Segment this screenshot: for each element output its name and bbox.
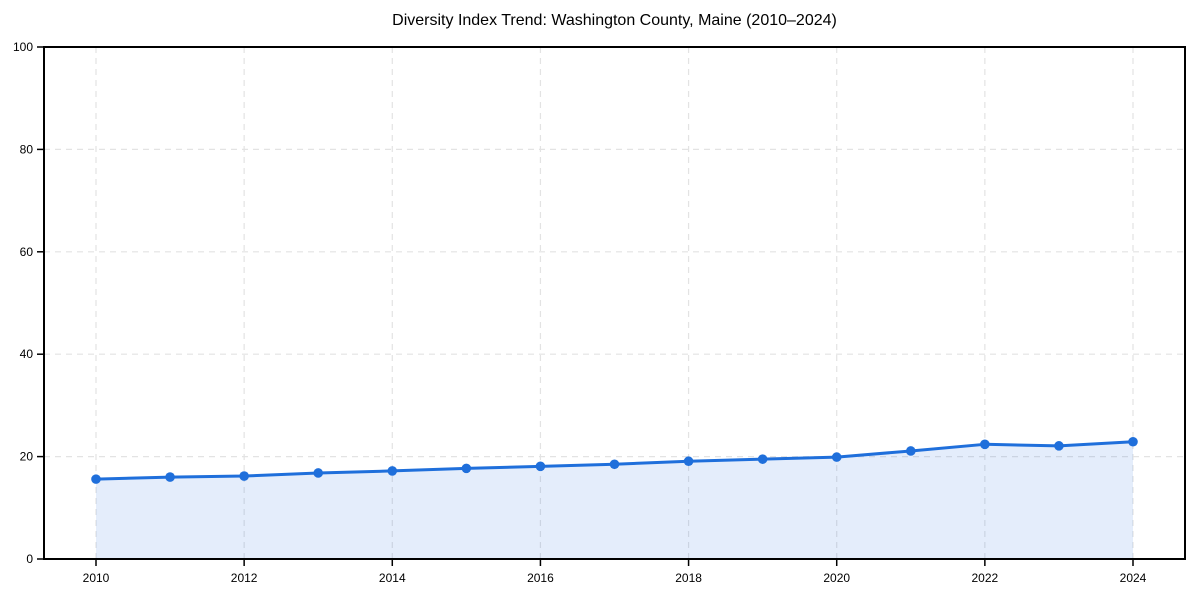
data-point: [165, 472, 175, 482]
x-tick-label: 2016: [527, 571, 554, 585]
plot-frame: [43, 46, 1186, 560]
y-tick-label: 80: [20, 142, 34, 156]
x-tick-label: 2020: [823, 571, 850, 585]
y-tick-label: 40: [20, 347, 34, 361]
data-point: [757, 454, 768, 464]
data-point: [313, 468, 324, 478]
area-fill: [96, 441, 1133, 559]
data-point: [461, 463, 472, 474]
x-tick-label: 2022: [972, 571, 999, 585]
y-tick-label: 60: [20, 245, 34, 259]
x-tick-label: 2014: [379, 571, 406, 585]
x-tick-label: 2012: [231, 571, 258, 585]
data-point: [831, 452, 842, 462]
data-point: [91, 474, 101, 484]
data-point: [1054, 441, 1064, 451]
x-tick-label: 2010: [83, 571, 110, 585]
x-tick-label: 2024: [1120, 571, 1147, 585]
chart-title: Diversity Index Trend: Washington County…: [392, 12, 837, 29]
data-point: [239, 471, 249, 481]
data-point: [609, 459, 620, 470]
data-point: [535, 461, 546, 472]
data-point: [980, 439, 990, 450]
data-point: [683, 456, 694, 467]
y-tick-label: 100: [13, 40, 33, 54]
x-tick-label: 2018: [675, 571, 702, 585]
data-point: [387, 466, 398, 476]
y-tick-label: 20: [20, 450, 34, 464]
y-tick-label: 0: [26, 552, 33, 566]
data-point: [905, 446, 916, 456]
data-point: [1128, 436, 1138, 447]
